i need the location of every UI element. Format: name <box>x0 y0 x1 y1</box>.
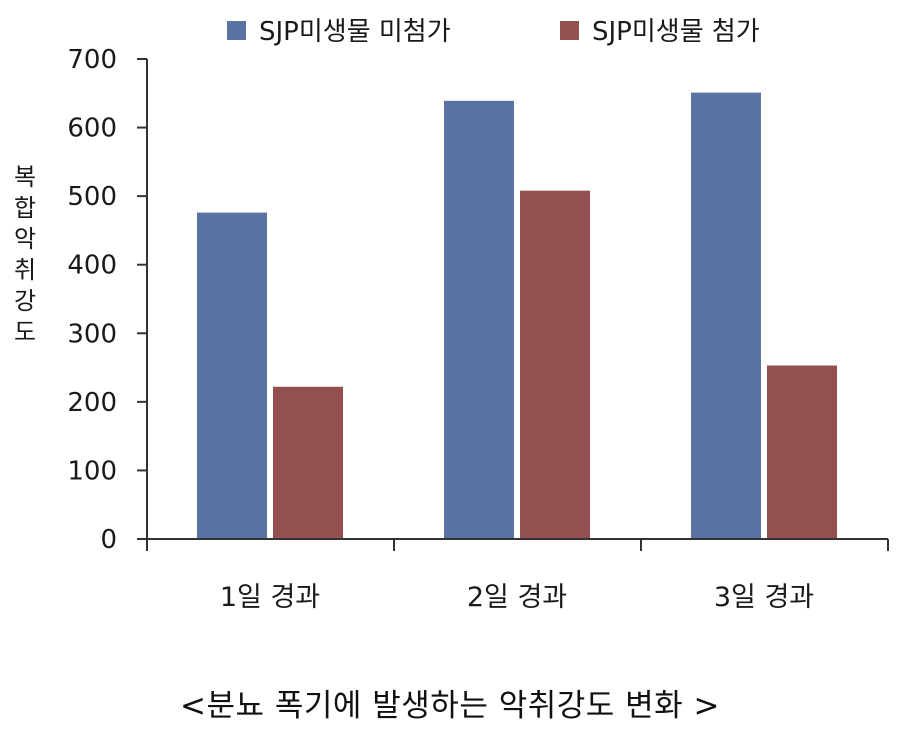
y-axis-label-char: 강 <box>14 287 36 315</box>
bar <box>691 92 761 539</box>
y-tick-label: 400 <box>67 251 117 281</box>
bar <box>444 100 514 539</box>
y-tick-label: 600 <box>67 114 117 144</box>
x-tick-label: 2일 경과 <box>467 582 567 613</box>
y-tick-label: 300 <box>67 319 117 349</box>
legend-label: SJP미생물 첨가 <box>592 17 760 47</box>
y-tick-label: 0 <box>100 525 117 555</box>
legend-swatch <box>560 21 579 40</box>
figure-caption: <분뇨 폭기에 발생하는 악취강도 변화 > <box>179 688 721 724</box>
legend-label: SJP미생물 미첨가 <box>259 17 451 47</box>
y-tick-label: 500 <box>67 182 117 212</box>
y-tick-label: 200 <box>67 388 117 418</box>
y-axis-label-char: 도 <box>14 318 36 346</box>
bar <box>273 386 343 539</box>
y-tick-label: 100 <box>67 456 117 486</box>
x-tick-label: 1일 경과 <box>220 582 320 613</box>
y-axis-label-char: 악 <box>14 225 36 253</box>
legend-swatch <box>227 21 246 40</box>
y-tick-label: 700 <box>67 45 117 75</box>
bar <box>197 212 267 539</box>
y-axis-label-char: 취 <box>14 256 36 284</box>
x-tick-label: 3일 경과 <box>714 582 814 613</box>
bars <box>197 92 837 539</box>
y-axis-label-char: 합 <box>14 194 36 222</box>
y-axis-label-char: 복 <box>14 163 36 191</box>
legend: SJP미생물 미첨가 SJP미생물 첨가 <box>227 17 760 47</box>
x-axis: 1일 경과 2일 경과 3일 경과 <box>146 538 889 613</box>
bar <box>520 190 590 539</box>
y-axis: 0 100 200 300 400 500 600 700 <box>67 45 148 555</box>
bar <box>767 365 837 539</box>
